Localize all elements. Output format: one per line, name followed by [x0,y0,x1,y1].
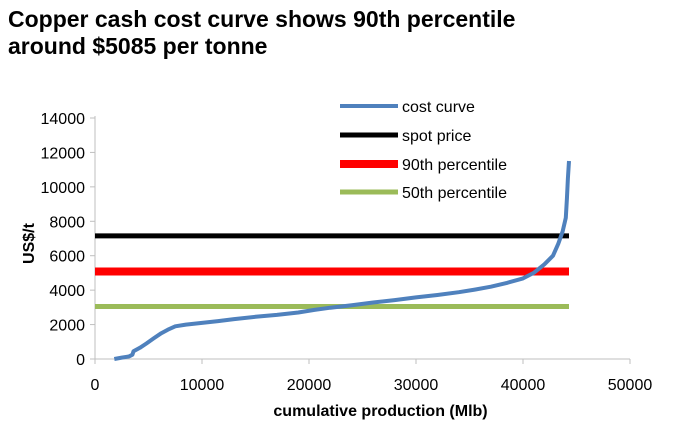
x-tick-label: 30000 [394,377,439,394]
plot-area [95,160,571,361]
x-tick-label: 20000 [287,377,332,394]
y-tick-label: 4000 [49,283,85,300]
x-tick-label: 50000 [608,377,653,394]
axes: 0 2000 4000 6000 8000 10000 12000 14000 0 10000 20… [21,111,652,420]
x-tick-label: 10000 [180,377,225,394]
y-tick-label: 8000 [49,214,85,231]
legend-label-90th-percentile: 90th percentile [402,157,507,174]
y-tick-label: 12000 [41,145,86,162]
chart-title: Copper cash cost curve shows 90th percen… [8,6,688,60]
x-tick-label: 40000 [501,377,546,394]
y-tick-label: 0 [76,352,85,369]
x-tick-label: 0 [91,377,100,394]
x-axis-title: cumulative production (Mlb) [273,403,487,420]
chart-title-line-2: around $5085 per tonne [8,33,268,59]
legend-label-spot-price: spot price [402,128,471,145]
y-axis-title: US$/t [21,222,38,264]
y-tick-label: 2000 [49,318,85,335]
legend-label-50th-percentile: 50th percentile [402,185,507,202]
legend: cost curve spot price 90th percentile 50th … [340,99,507,202]
chart-title-line-1: Copper cash cost curve shows 90th percen… [8,6,516,32]
y-tick-label: 6000 [49,249,85,266]
series-line-cost-curve [113,160,571,361]
y-tick-label: 14000 [41,111,86,128]
legend-label-cost-curve: cost curve [402,99,475,116]
y-tick-label: 10000 [41,180,86,197]
